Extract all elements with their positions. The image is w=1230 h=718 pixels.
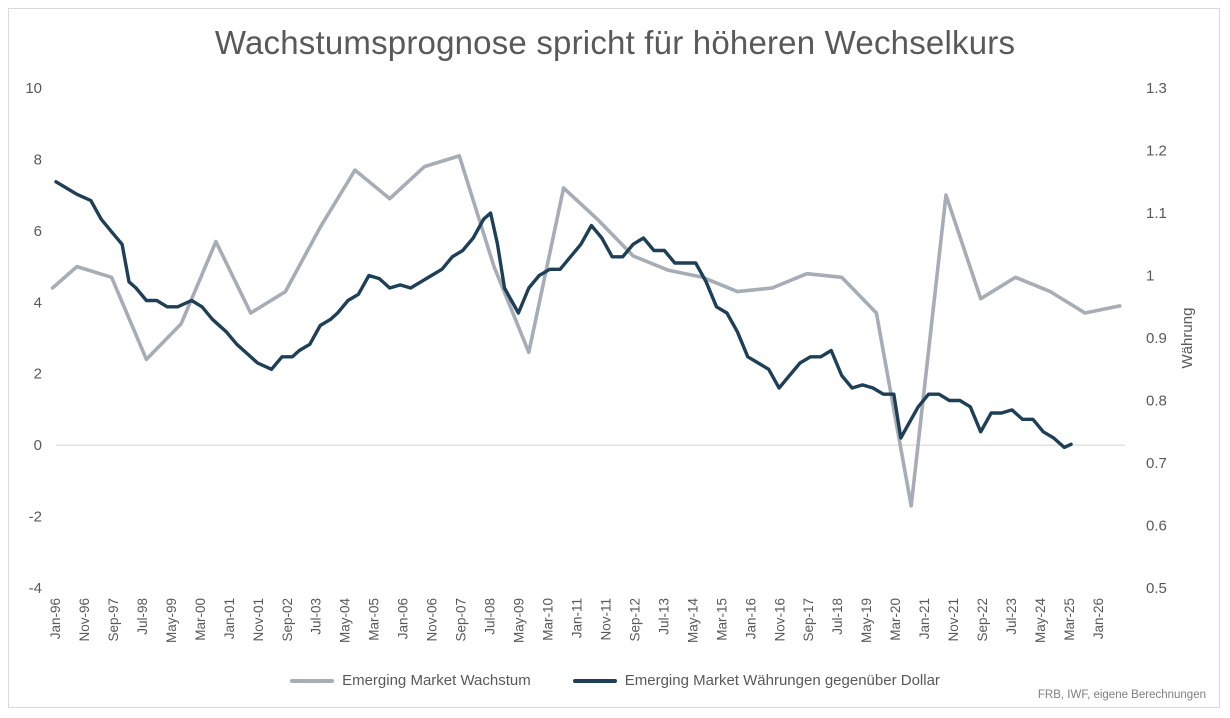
right-y-tick-label: 1 [1146,268,1154,285]
left-y-tick-label: 2 [34,366,42,383]
x-tick-label: May-09 [512,598,527,643]
right-y-tick-label: 0.7 [1146,455,1167,472]
left-y-axis: 10 8 6 4 2 0 -2 -4 [25,80,42,597]
left-y-tick-label: 6 [34,223,42,240]
chart-frame [8,8,1220,708]
x-tick-label: Nov-16 [772,598,787,642]
x-tick-label: Mar-20 [888,598,903,641]
x-tick-label: Mar-10 [540,598,555,641]
x-tick-label: Jan-11 [569,598,584,638]
x-tick-label: Sep-07 [454,598,469,642]
x-tick-label: Nov-06 [425,598,440,642]
series-line-growth [50,154,1122,508]
x-tick-label: Jan-16 [743,598,758,639]
x-tick-label: Nov-96 [77,598,92,642]
x-tick-label: Mar-00 [193,598,208,641]
x-tick-label: Jan-21 [917,598,932,639]
x-tick-label: May-99 [164,598,179,643]
x-tick-label: May-04 [338,598,353,644]
left-y-tick-label: 4 [34,294,42,311]
x-tick-label: Sep-02 [280,598,295,642]
x-tick-label: Nov-01 [251,598,266,642]
left-y-tick-label: 10 [25,80,42,97]
x-tick-label: Nov-21 [946,598,961,642]
legend-label-growth: Emerging Market Wachstum [342,672,531,689]
left-y-tick-label: 0 [34,437,42,454]
x-tick-label: Sep-17 [801,598,816,642]
x-tick-label: Sep-22 [975,598,990,642]
x-tick-label: Jan-01 [222,598,237,639]
right-y-tick-label: 0.6 [1146,518,1167,535]
right-y-axis-label: Währung [1179,308,1196,369]
legend-item-growth: Emerging Market Wachstum [290,672,531,689]
x-tick-label: Jan-96 [48,598,63,639]
legend-item-fx: Emerging Market Währungen gegenüber Doll… [572,672,940,689]
x-tick-label: Jul-18 [830,598,845,635]
left-y-tick-label: -4 [29,580,42,597]
source-note: FRB, IWF, eigene Berechnungen [1037,689,1206,701]
x-tick-label: May-14 [685,598,700,644]
right-y-tick-label: 0.9 [1146,330,1167,347]
right-y-tick-label: 1.2 [1146,143,1167,160]
x-tick-label: Mar-25 [1062,598,1077,641]
x-tick-label: Mar-05 [367,598,382,641]
right-y-tick-label: 1.3 [1146,80,1167,97]
right-y-tick-label: 0.5 [1146,580,1167,597]
x-tick-label: Jul-03 [309,598,324,635]
left-y-tick-label: -2 [29,509,42,526]
x-tick-label: Jan-06 [396,598,411,639]
legend-swatch-fx [572,678,617,683]
x-tick-label: May-24 [1033,598,1048,644]
x-tick-label: Sep-97 [106,598,121,642]
series-line-fx [54,180,1073,450]
chart-title: Wachstumsprognose spricht für höheren We… [214,24,1016,61]
series-lines [50,154,1122,508]
x-tick-label: Nov-11 [598,598,613,641]
chart-legend: Emerging Market Wachstum Emerging Market… [0,672,1230,689]
x-tick-label: Jul-98 [135,598,150,635]
x-tick-label: Jul-08 [483,598,498,635]
x-tick-label: May-19 [859,598,874,643]
x-tick-label: Jul-13 [656,598,671,635]
legend-label-fx: Emerging Market Währungen gegenüber Doll… [624,672,940,689]
right-y-tick-label: 1.1 [1146,205,1167,222]
x-tick-label: Jan-26 [1091,598,1106,639]
legend-swatch-growth [290,678,335,683]
x-tick-label: Mar-15 [714,598,729,641]
x-tick-label: Sep-12 [627,598,642,642]
x-tick-label: Jul-23 [1004,598,1019,635]
right-y-tick-label: 0.8 [1146,393,1167,410]
right-y-axis: 1.3 1.2 1.1 1 0.9 0.8 0.7 0.6 0.5 Währung [1146,80,1196,597]
x-axis: Jan-96 Nov-96 Sep-97 Jul-98 May-99 Mar-00 Jan-… [48,598,1106,644]
left-y-tick-label: 8 [34,151,42,168]
